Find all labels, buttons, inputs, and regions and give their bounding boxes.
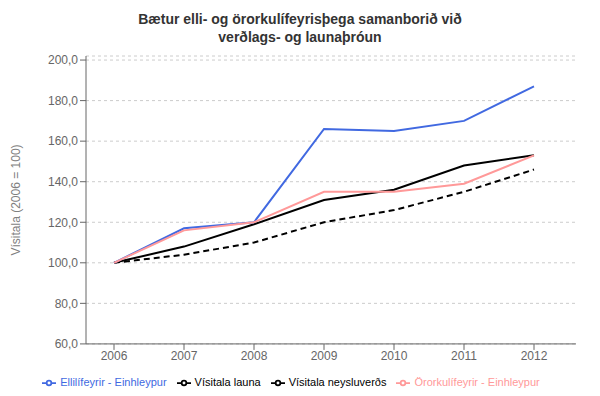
svg-text:2008: 2008 xyxy=(241,349,268,363)
svg-text:2007: 2007 xyxy=(171,349,198,363)
svg-text:2011: 2011 xyxy=(451,349,477,363)
html-text:Ellilífeyrir - Einhleypur: Ellilífeyrir - Einhleypur xyxy=(60,375,167,388)
html-text:verðlags- og launaþróun: verðlags- og launaþróun xyxy=(218,29,382,45)
html-text:Vísitala neysluverðs: Vísitala neysluverðs xyxy=(288,375,387,388)
svg-text:Vísitala (2006 = 100): Vísitala (2006 = 100) xyxy=(9,144,23,255)
svg-text:140,0: 140,0 xyxy=(48,175,78,189)
html-text:Örorkulífeyrir - Einhleypur: Örorkulífeyrir - Einhleypur xyxy=(414,375,540,388)
svg-text:60,0: 60,0 xyxy=(55,337,79,351)
svg-text:100,0: 100,0 xyxy=(48,256,78,270)
svg-text:180,0: 180,0 xyxy=(48,94,78,108)
svg-text:160,0: 160,0 xyxy=(48,134,78,148)
html-text:Vísitala launa: Vísitala launa xyxy=(194,375,261,388)
svg-text:120,0: 120,0 xyxy=(48,216,78,230)
svg-text:2010: 2010 xyxy=(381,349,408,363)
svg-text:2006: 2006 xyxy=(101,349,128,363)
svg-text:2009: 2009 xyxy=(311,349,338,363)
svg-text:80,0: 80,0 xyxy=(55,297,79,311)
svg-text:200,0: 200,0 xyxy=(48,53,78,67)
svg-text:2012: 2012 xyxy=(521,349,548,363)
html-text:Bætur elli- og örorkulífeyrisþ: Bætur elli- og örorkulífeyrisþega samanb… xyxy=(138,11,462,27)
